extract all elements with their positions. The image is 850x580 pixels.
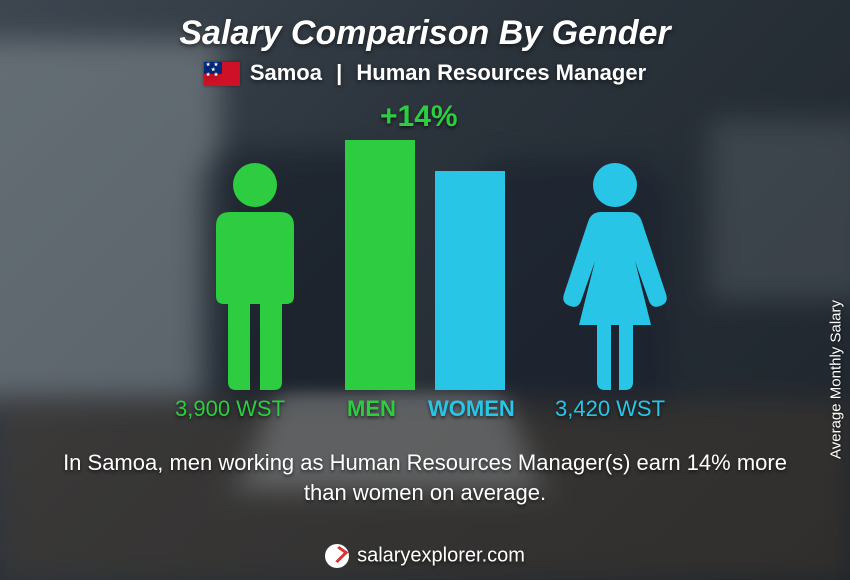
men-label: MEN (347, 396, 396, 422)
y-axis-label: Average Monthly Salary (828, 300, 845, 459)
bar-men (345, 140, 415, 390)
chart-area: +14% MEN WOMEN 3,900 WST 3,420 WST (0, 100, 850, 440)
footer: salaryexplorer.com (0, 544, 850, 568)
job-title-label: Human Resources Manager (356, 60, 646, 85)
woman-icon (555, 160, 675, 390)
subtitle: ★ ★ ★★ ★ Samoa | Human Resources Manager (0, 60, 850, 86)
women-label: WOMEN (428, 396, 515, 422)
caption-text: In Samoa, men working as Human Resources… (60, 448, 790, 507)
logo-icon (325, 544, 349, 568)
men-salary: 3,900 WST (175, 396, 285, 422)
pct-diff-label: +14% (380, 100, 458, 134)
separator: | (336, 60, 342, 85)
flag-stars-icon: ★ ★ ★★ ★ (206, 63, 219, 78)
flag-icon: ★ ★ ★★ ★ (204, 62, 240, 86)
country-label: Samoa (250, 60, 322, 85)
man-icon (195, 160, 315, 390)
page-title: Salary Comparison By Gender (0, 14, 850, 53)
bar-women (435, 171, 505, 390)
women-salary: 3,420 WST (555, 396, 665, 422)
infographic-root: Salary Comparison By Gender ★ ★ ★★ ★ Sam… (0, 0, 850, 580)
footer-site: salaryexplorer.com (357, 544, 525, 566)
